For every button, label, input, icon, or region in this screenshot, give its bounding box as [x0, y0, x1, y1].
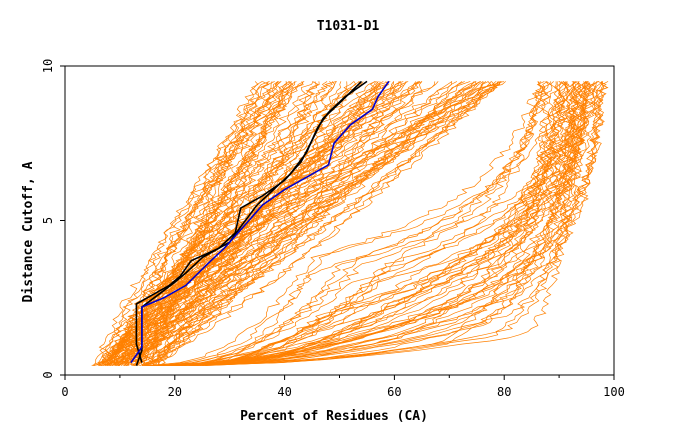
- background-model-line-93: [135, 81, 421, 367]
- background-model-line-116: [190, 81, 588, 367]
- x-tick-label: 100: [603, 385, 625, 399]
- background-model-line-72: [93, 81, 281, 366]
- background-model-line-76: [128, 81, 270, 366]
- background-model-line-144: [162, 81, 552, 367]
- background-model-line-108: [187, 81, 542, 367]
- background-model-line-138: [180, 81, 599, 367]
- background-model-line-67: [117, 81, 502, 366]
- background-model-line-110: [157, 81, 588, 367]
- background-model-line-127: [202, 81, 580, 367]
- background-model-line-23: [146, 81, 361, 366]
- background-model-line-106: [171, 81, 558, 367]
- x-tick-label: 60: [387, 385, 401, 399]
- background-model-line-133: [177, 81, 571, 367]
- x-axis-label: Percent of Residues (CA): [240, 409, 428, 424]
- background-model-line-77: [118, 81, 499, 366]
- background-model-line-143: [177, 81, 596, 367]
- background-model-line-141: [145, 81, 605, 367]
- highlight-model-line-2: [130, 80, 390, 364]
- background-model-line-100: [152, 81, 582, 367]
- y-tick-label: 5: [41, 217, 55, 224]
- background-model-line-135: [174, 81, 574, 367]
- x-axis-ticks: 0 20 40 60 80 100: [61, 375, 625, 399]
- background-model-line-7: [120, 81, 501, 366]
- y-tick-label: 0: [41, 371, 55, 378]
- chart-title: T1031-D1: [317, 19, 380, 34]
- background-model-line-84: [153, 81, 281, 366]
- background-model-line-51: [115, 81, 453, 366]
- background-model-line-29: [107, 81, 288, 366]
- highlight-model-line-1: [135, 80, 363, 363]
- background-model-line-86: [101, 81, 270, 366]
- background-model-line-104: [205, 81, 581, 367]
- x-tick-label: 0: [61, 385, 68, 399]
- y-axis-label: Distance Cutoff, A: [21, 161, 36, 302]
- background-model-line-139: [163, 81, 590, 367]
- background-model-line-74: [127, 81, 273, 366]
- background-model-line-91: [143, 81, 363, 367]
- background-model-line-121: [197, 81, 580, 367]
- background-model-line-26: [143, 81, 275, 367]
- background-model-line-10: [153, 81, 337, 366]
- background-model-line-130: [149, 81, 567, 367]
- background-model-line-96: [193, 81, 569, 367]
- y-axis-ticks: 0 5 10: [41, 59, 65, 379]
- background-model-line-131: [172, 81, 548, 367]
- y-tick-label: 10: [41, 59, 55, 73]
- background-model-line-80: [154, 81, 389, 366]
- background-model-line-113: [143, 81, 545, 367]
- background-model-line-30: [107, 81, 376, 367]
- background-model-line-75: [144, 81, 477, 367]
- x-tick-label: 40: [277, 385, 291, 399]
- background-model-line-83: [132, 81, 304, 366]
- background-model-line-38: [114, 81, 499, 366]
- background-model-line-79: [110, 81, 395, 366]
- background-model-line-103: [148, 81, 553, 367]
- background-model-line-124: [166, 81, 549, 367]
- background-model-line-55: [125, 81, 506, 366]
- highlight-series-group: [130, 80, 390, 366]
- background-model-line-61: [117, 81, 390, 366]
- x-tick-label: 20: [168, 385, 182, 399]
- background-model-line-18: [97, 81, 484, 366]
- background-model-line-94: [111, 81, 407, 366]
- background-model-line-73: [124, 81, 292, 366]
- background-model-line-78: [110, 81, 259, 367]
- background-model-line-89: [125, 81, 497, 367]
- background-model-line-68: [111, 81, 419, 367]
- background-model-line-136: [184, 81, 598, 367]
- background-model-line-126: [153, 81, 582, 367]
- background-model-line-65: [97, 81, 318, 366]
- background-model-line-92: [143, 81, 492, 366]
- x-tick-label: 80: [497, 385, 511, 399]
- background-model-line-66: [138, 81, 357, 366]
- background-model-line-32: [113, 81, 458, 366]
- background-model-line-142: [149, 81, 607, 367]
- background-model-line-59: [119, 81, 279, 366]
- background-series-group: [91, 81, 609, 367]
